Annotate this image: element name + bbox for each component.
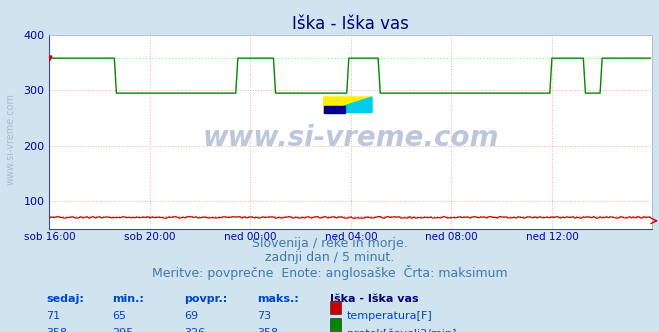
Text: temperatura[F]: temperatura[F] — [347, 311, 432, 321]
Polygon shape — [324, 97, 372, 113]
Text: 358: 358 — [257, 328, 278, 332]
Polygon shape — [324, 97, 372, 113]
Text: Meritve: povprečne  Enote: anglosaške  Črta: maksimum: Meritve: povprečne Enote: anglosaške Črt… — [152, 265, 507, 280]
Text: 73: 73 — [257, 311, 271, 321]
Text: 295: 295 — [112, 328, 133, 332]
Text: min.:: min.: — [112, 294, 144, 304]
Text: 65: 65 — [112, 311, 126, 321]
Text: www.si-vreme.com: www.si-vreme.com — [203, 124, 499, 152]
Text: povpr.:: povpr.: — [185, 294, 228, 304]
Text: Slovenija / reke in morje.: Slovenija / reke in morje. — [252, 237, 407, 250]
Text: 326: 326 — [185, 328, 206, 332]
Polygon shape — [324, 106, 345, 113]
Text: www.si-vreme.com: www.si-vreme.com — [5, 93, 15, 186]
Text: 358: 358 — [46, 328, 67, 332]
Text: zadnji dan / 5 minut.: zadnji dan / 5 minut. — [265, 251, 394, 264]
Text: Iška - Iška vas: Iška - Iška vas — [330, 294, 418, 304]
Title: Iška - Iška vas: Iška - Iška vas — [293, 15, 409, 33]
Text: 69: 69 — [185, 311, 198, 321]
Text: pretok[čevelj3/min]: pretok[čevelj3/min] — [347, 328, 456, 332]
Text: sedaj:: sedaj: — [46, 294, 84, 304]
Text: 71: 71 — [46, 311, 60, 321]
Text: maks.:: maks.: — [257, 294, 299, 304]
